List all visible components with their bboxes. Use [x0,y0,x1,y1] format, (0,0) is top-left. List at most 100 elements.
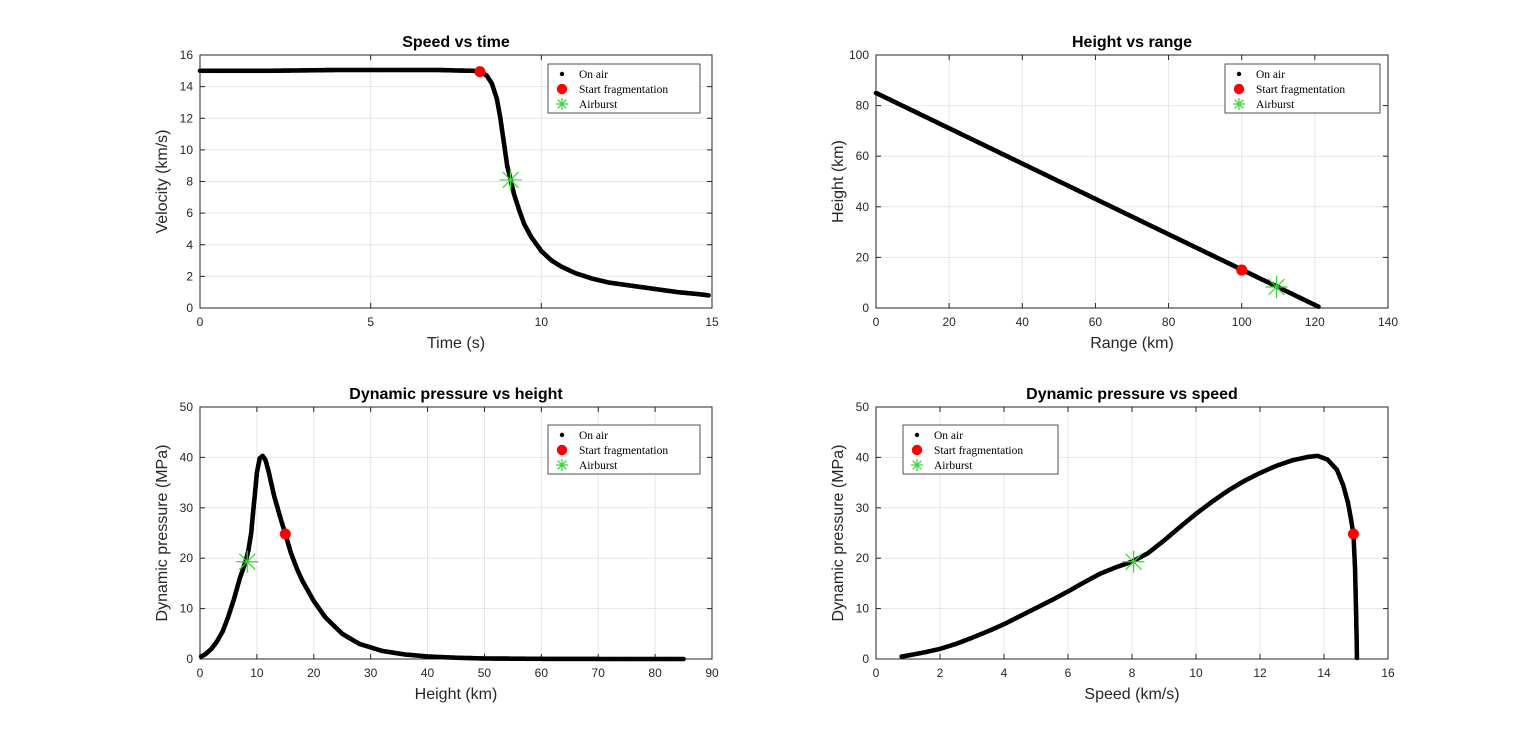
legend-label: Start fragmentation [579,445,668,457]
x-tick-label: 10 [1189,666,1203,680]
axes-box [199,54,713,309]
x-tick-label: 15 [705,315,719,329]
y-tick-label: 80 [856,99,870,113]
x-tick-label: 5 [367,315,374,329]
start-fragmentation-point [1347,528,1359,540]
chart-title: Height vs range [1072,34,1192,51]
airburst-star-stroke [238,553,256,571]
x-tick-label: 0 [873,666,880,680]
on-air-point [1354,655,1360,661]
series-on-air [197,67,711,298]
start-fragmentation-point [279,528,291,540]
legend-label: Airburst [934,460,973,472]
y-tick-label: 16 [180,48,194,62]
legend-label: Start fragmentation [579,84,668,96]
y-tick-label: 4 [186,238,193,252]
y-tick-label: 0 [186,301,193,315]
x-tick-label: 50 [478,666,492,680]
legend: On air Start fragmentation Airburst [547,63,701,114]
airburst-star-stroke [557,99,567,109]
x-tick-label: 0 [873,315,880,329]
legend-label: On air [1256,69,1285,81]
y-tick-label: 6 [186,206,193,220]
y-tick-label: 30 [856,501,870,515]
axes-box [875,406,1389,660]
airburst-star-stroke [1125,553,1142,571]
legend-label: Start fragmentation [934,445,1023,457]
y-axis-label: Dynamic pressure (MPa) [830,445,847,622]
legend-box [902,424,1059,475]
legend-on-air-marker [914,432,920,438]
airburst-point [236,550,259,573]
start-fragmentation-point [1236,264,1248,276]
axes-box [875,54,1389,309]
airburst-star-stroke [912,460,922,470]
y-axis-label: Height (km) [830,140,847,223]
airburst-star-stroke [502,171,519,189]
y-tick-label: 10 [856,602,870,616]
legend-on-air-marker [559,71,565,77]
y-tick-label: 12 [180,111,194,125]
series-on-air [198,453,686,662]
y-tick-label: 30 [180,501,194,515]
y-tick-label: 50 [856,400,870,414]
y-tick-label: 2 [186,269,193,283]
legend-fragmentation-marker [911,444,923,456]
chart-title: Dynamic pressure vs height [349,386,563,403]
legend-on-air-marker [1236,71,1242,77]
y-tick-label: 20 [856,250,870,264]
x-tick-label: 12 [1253,666,1267,680]
airburst-point [499,168,522,191]
x-tick-label: 10 [250,666,264,680]
x-tick-label: 140 [1378,315,1398,329]
x-tick-label: 8 [1129,666,1136,680]
y-tick-label: 0 [186,652,193,666]
x-tick-label: 40 [421,666,435,680]
legend-box [547,424,701,475]
y-tick-label: 14 [180,80,194,94]
y-tick-label: 0 [862,652,869,666]
legend-airburst-marker [556,98,568,110]
y-tick-label: 20 [180,551,194,565]
x-tick-label: 100 [1232,315,1252,329]
x-tick-label: 30 [364,666,378,680]
legend-label: Airburst [1256,99,1295,111]
legend-airburst-marker [1233,98,1245,110]
x-tick-label: 16 [1381,666,1395,680]
x-axis-label: Time (s) [427,335,485,352]
chart-title: Dynamic pressure vs speed [1026,386,1238,403]
y-tick-label: 100 [849,48,869,62]
legend: On air Start fragmentation Airburst [547,424,701,475]
x-tick-label: 20 [942,315,956,329]
x-tick-label: 80 [648,666,662,680]
x-tick-label: 10 [535,315,549,329]
x-axis-label: Height (km) [415,686,498,703]
y-tick-label: 40 [856,450,870,464]
y-tick-label: 40 [180,450,194,464]
legend-label: On air [934,430,963,442]
legend-box [547,63,701,114]
chart-panel-4: 0 2 4 6 8 10 12 14 16 0 10 20 30 40 50 Dynamic pressure… [830,386,1395,703]
x-tick-label: 4 [1001,666,1008,680]
legend-label: Airburst [579,99,618,111]
legend-on-air-marker [559,432,565,438]
x-tick-label: 2 [937,666,944,680]
chart-panel-2: 0 20 40 60 80 100 120 140 0 20 40 60 80 100 Height vs … [830,34,1398,352]
legend-label: On air [579,69,608,81]
y-tick-label: 20 [856,551,870,565]
x-axis-label: Speed (km/s) [1084,686,1179,703]
y-tick-label: 40 [856,200,870,214]
series-on-air [873,90,1321,310]
x-tick-label: 120 [1305,315,1325,329]
on-air-point [706,293,711,298]
x-tick-label: 0 [197,315,204,329]
x-tick-label: 70 [592,666,606,680]
y-tick-label: 50 [180,400,194,414]
chart-panel-1: 0 5 10 15 0 2 4 6 8 10 12 14 16 Speed vs time Time (s)… [154,34,719,352]
y-tick-label: 0 [862,301,869,315]
x-tick-label: 6 [1065,666,1072,680]
legend-fragmentation-marker [556,83,568,95]
y-tick-label: 8 [186,175,193,189]
airburst-star-stroke [557,460,567,470]
